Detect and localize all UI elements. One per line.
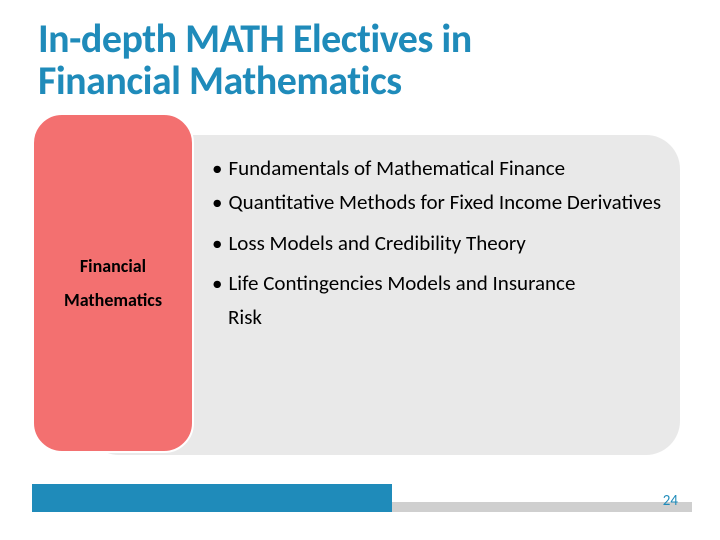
slide-title: In-depth MATH Electives in Financial Mat… xyxy=(38,18,472,102)
list-item: • Life Contingencies Models and Insuranc… xyxy=(212,270,662,296)
footer-bar-blue xyxy=(32,484,392,512)
bullet-text: Life Contingencies Models and Insurance xyxy=(228,270,575,296)
list-item: • Quantitative Methods for Fixed Income … xyxy=(212,189,662,215)
category-panel: Financial Mathematics xyxy=(32,113,194,453)
risk-text: Risk xyxy=(228,304,662,330)
page-number: 24 xyxy=(663,492,678,510)
bullet-text: Fundamentals of Mathematical Finance xyxy=(228,155,565,181)
bullet-icon: • xyxy=(212,189,222,215)
bullet-icon: • xyxy=(212,155,222,181)
bullet-text: Quantitative Methods for Fixed Income De… xyxy=(228,189,661,215)
list-item: • Fundamentals of Mathematical Finance xyxy=(212,155,662,181)
bullet-list: • Fundamentals of Mathematical Finance •… xyxy=(212,155,662,330)
category-label-1: Financial xyxy=(80,249,146,283)
list-item: • Loss Models and Credibility Theory xyxy=(212,230,662,256)
category-label-2: Mathematics xyxy=(64,283,162,317)
footer-bar-grey xyxy=(392,502,692,512)
bullet-icon: • xyxy=(212,270,222,296)
bullet-icon: • xyxy=(212,230,222,256)
bullet-text: Loss Models and Credibility Theory xyxy=(228,230,525,256)
title-line-2: Financial Mathematics xyxy=(38,56,402,105)
